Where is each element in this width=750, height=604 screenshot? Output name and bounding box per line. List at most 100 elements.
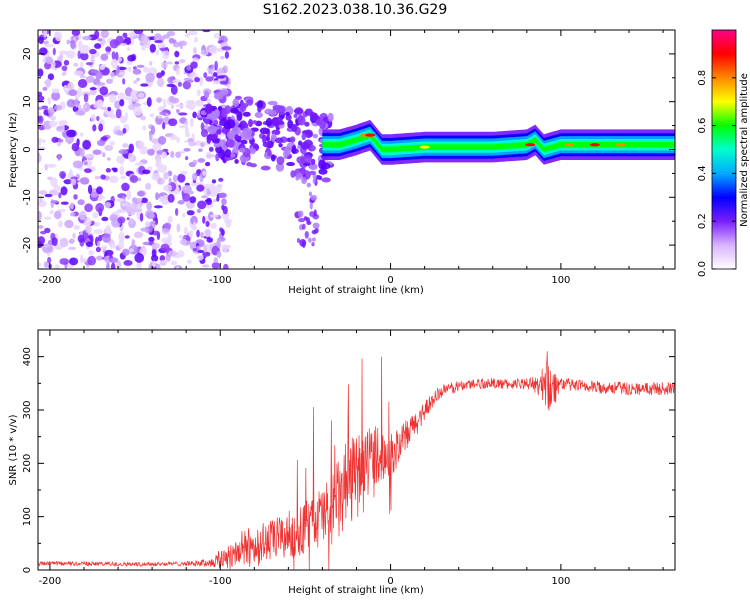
spectrogram-noise-blob <box>132 68 142 75</box>
spectrogram-noise-blob <box>186 79 194 83</box>
spectrogram-noise-blob <box>121 182 130 192</box>
spectrogram-noise-blob <box>70 212 76 217</box>
spectrogram-noise-blob <box>109 214 119 222</box>
spectrogram-noise-blob <box>163 98 167 109</box>
spectrogram-transition-blob <box>300 141 310 150</box>
spectrogram-noise-blob <box>176 137 180 143</box>
spectrogram-noise-blob <box>120 202 128 207</box>
spectrogram-noise-blob <box>168 250 178 257</box>
spectrogram-noise-blob <box>170 104 174 109</box>
spectrogram-noise-blob <box>58 220 63 228</box>
spectrogram-noise-blob <box>146 97 152 107</box>
spectrogram-noise-blob <box>208 45 218 55</box>
spectrogram-noise-blob <box>38 111 41 117</box>
colorbar-scale <box>711 29 737 270</box>
spectrogram-noise-blob <box>131 238 136 249</box>
spectrogram-ytick-label: 10 <box>22 95 33 108</box>
spectrogram-noise-blob <box>122 32 128 39</box>
spectrogram-noise-blob <box>117 208 124 213</box>
spectrogram-noise-blob <box>110 262 116 269</box>
spectrogram-noise-blob <box>108 257 119 264</box>
spectrogram-noise-blob <box>140 45 146 51</box>
spectrogram-noise-blob <box>140 34 149 45</box>
spectrogram-noise-blob <box>167 193 175 203</box>
spectrogram-transition-blob <box>213 143 222 148</box>
spectrogram-noise-blob <box>117 216 126 224</box>
spectrogram-noise-blob <box>172 79 182 84</box>
spectrogram-noise-blob <box>166 83 176 88</box>
spectrogram-tail-blob <box>313 209 317 217</box>
spectrogram-noise-blob <box>149 131 153 142</box>
spectrogram-transition-blob <box>252 144 259 149</box>
spectrogram-tail-blob <box>307 237 312 243</box>
snr-ytick-label: 400 <box>22 347 33 366</box>
spectrogram-noise-blob <box>38 115 44 124</box>
spectrogram-noise-blob <box>38 152 41 163</box>
spectrogram-noise-blob <box>135 162 145 167</box>
spectrogram-noise-blob <box>133 231 144 239</box>
spectrogram-transition-blob <box>240 139 248 145</box>
spectrogram-noise-blob <box>197 249 206 253</box>
spectrogram-noise-blob <box>139 247 148 256</box>
spectrogram-transition-blob <box>265 117 273 127</box>
snr-series-line <box>38 351 675 570</box>
spectrogram-noise-blob <box>145 182 152 190</box>
spectrogram-noise-blob <box>68 238 75 244</box>
spectrogram-noise-blob <box>47 256 52 264</box>
spectrogram-noise-blob <box>148 81 154 86</box>
spectrogram-noise-blob <box>170 260 178 266</box>
spectrogram-noise-blob <box>163 172 169 180</box>
spectrogram-noise-blob <box>79 210 87 221</box>
spectrogram-noise-blob <box>42 86 48 91</box>
spectrogram-noise-blob <box>74 98 79 108</box>
spectrogram-transition-blob <box>318 175 323 181</box>
spectrogram-noise-blob <box>224 51 230 59</box>
spectrogram-noise-blob <box>119 43 128 47</box>
spectrogram-noise-blob <box>47 96 51 105</box>
spectrogram-noise-blob <box>125 95 131 101</box>
spectrogram-noise-blob <box>100 174 106 180</box>
spectrogram-noise-blob <box>196 184 205 192</box>
spectrogram-noise-blob <box>109 39 119 49</box>
spectrogram-noise-blob <box>38 68 44 77</box>
spectrogram-noise-blob <box>219 133 226 137</box>
spectrogram-noise-blob <box>179 238 187 245</box>
spectrogram-noise-blob <box>223 263 229 269</box>
spectrogram-noise-blob <box>57 138 64 143</box>
spectrogram-noise-blob <box>185 103 192 109</box>
spectrogram-transition-blob <box>246 162 253 167</box>
spectrogram-noise-blob <box>127 47 131 52</box>
spectrogram-noise-blob <box>122 128 127 134</box>
spectrogram-noise-blob <box>82 35 92 41</box>
spectrogram-noise-blob <box>205 197 212 206</box>
spectrogram-noise-blob <box>105 168 111 173</box>
spectrogram-noise-blob <box>194 77 201 83</box>
spectrogram-transition-blob <box>230 153 236 158</box>
spectrogram-noise-blob <box>79 147 85 158</box>
spectrogram-transition-blob <box>321 177 331 183</box>
spectrogram-noise-blob <box>58 120 68 126</box>
spectrogram-noise-blob <box>172 174 178 183</box>
spectrogram-noise-blob <box>195 140 202 146</box>
spectrogram-noise-blob <box>175 104 184 108</box>
spectrogram-transition-blob <box>224 105 231 114</box>
spectrogram-noise-blob <box>203 244 207 253</box>
spectrogram-noise-blob <box>205 204 213 209</box>
spectrogram-noise-blob <box>197 254 204 261</box>
spectrogram-noise-blob <box>88 250 95 256</box>
spectrogram-noise-blob <box>69 169 73 177</box>
spectrogram-transition-blob <box>312 133 319 139</box>
spectrogram-transition-blob <box>208 146 214 152</box>
spectrogram-noise-blob <box>185 132 191 138</box>
spectrogram-noise-blob <box>77 234 85 243</box>
spectrogram-transition-blob <box>283 149 288 160</box>
spectrogram-noise-blob <box>87 184 93 195</box>
spectrogram-noise-blob <box>43 216 52 220</box>
spectrogram-noise-blob <box>159 111 167 116</box>
spectrogram-noise-blob <box>169 134 178 141</box>
spectrogram-noise-blob <box>159 259 167 266</box>
spectrogram-noise-blob <box>171 97 180 104</box>
spectrogram-noise-blob <box>128 152 134 162</box>
